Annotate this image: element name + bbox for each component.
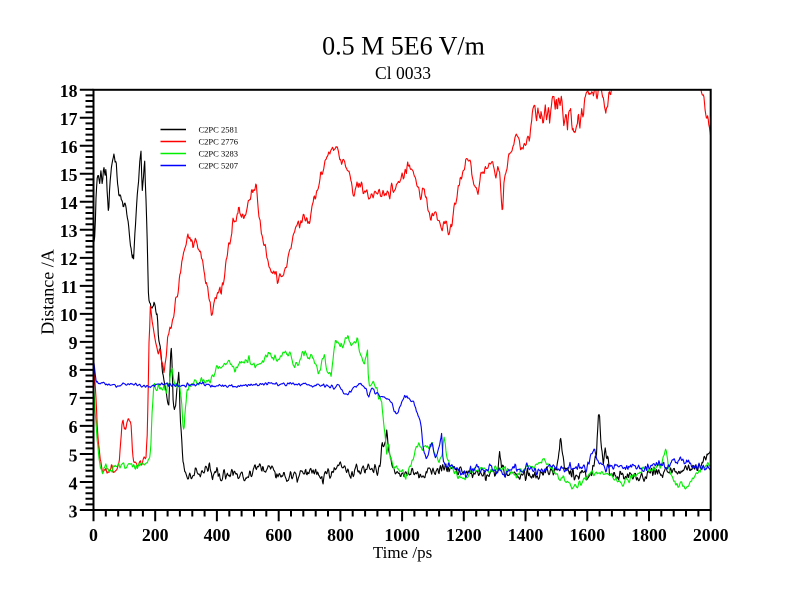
svg-text:0.5 M 5E6 V/m: 0.5 M 5E6 V/m [322, 32, 485, 61]
svg-text:1800: 1800 [631, 525, 667, 545]
svg-text:800: 800 [327, 525, 354, 545]
svg-text:C2PC 2776: C2PC 2776 [199, 137, 238, 147]
svg-text:18: 18 [60, 81, 78, 101]
svg-text:C2PC 2581: C2PC 2581 [199, 125, 238, 135]
svg-text:1000: 1000 [384, 525, 420, 545]
svg-text:600: 600 [265, 525, 292, 545]
svg-text:C2PC 3283: C2PC 3283 [199, 149, 238, 159]
svg-text:7: 7 [69, 389, 78, 409]
svg-text:C2PC 5207: C2PC 5207 [199, 161, 238, 171]
svg-text:15: 15 [60, 165, 78, 185]
svg-text:17: 17 [60, 109, 78, 129]
svg-text:11: 11 [61, 277, 78, 297]
svg-text:1400: 1400 [508, 525, 544, 545]
svg-text:Distance /A: Distance /A [38, 249, 58, 334]
svg-text:Time /ps: Time /ps [373, 543, 432, 562]
svg-text:Cl 0033: Cl 0033 [375, 63, 431, 83]
svg-text:0: 0 [89, 525, 98, 545]
svg-text:13: 13 [60, 221, 78, 241]
svg-text:9: 9 [69, 333, 78, 353]
svg-text:14: 14 [60, 193, 78, 213]
svg-text:8: 8 [69, 361, 78, 381]
svg-text:10: 10 [60, 305, 78, 325]
svg-text:1600: 1600 [570, 525, 606, 545]
svg-text:1200: 1200 [446, 525, 482, 545]
svg-text:5: 5 [69, 445, 78, 465]
svg-text:200: 200 [142, 525, 169, 545]
svg-text:6: 6 [69, 417, 78, 437]
svg-text:3: 3 [69, 501, 78, 521]
svg-text:12: 12 [60, 249, 78, 269]
svg-text:4: 4 [69, 473, 78, 493]
svg-text:16: 16 [60, 137, 78, 157]
svg-text:2000: 2000 [693, 525, 729, 545]
svg-text:400: 400 [204, 525, 231, 545]
